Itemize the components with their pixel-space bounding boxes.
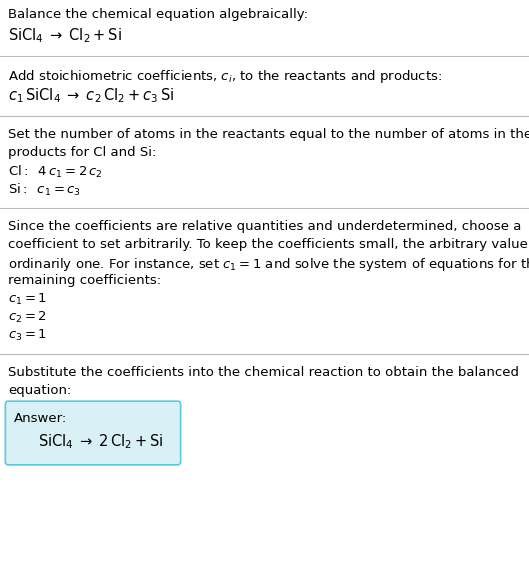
FancyBboxPatch shape: [5, 401, 180, 465]
Text: coefficient to set arbitrarily. To keep the coefficients small, the arbitrary va: coefficient to set arbitrarily. To keep …: [8, 238, 529, 251]
Text: $c_1\, \mathrm{SiCl_4} \;\rightarrow\; c_2\, \mathrm{Cl_2} + c_3\, \mathrm{Si}$: $c_1\, \mathrm{SiCl_4} \;\rightarrow\; c…: [8, 86, 174, 105]
Text: ordinarily one. For instance, set $c_1 = 1$ and solve the system of equations fo: ordinarily one. For instance, set $c_1 =…: [8, 256, 529, 273]
Text: $\mathrm{Cl:}\;\; 4\,c_1 = 2\,c_2$: $\mathrm{Cl:}\;\; 4\,c_1 = 2\,c_2$: [8, 164, 103, 180]
Text: remaining coefficients:: remaining coefficients:: [8, 274, 161, 287]
Text: $c_2 = 2$: $c_2 = 2$: [8, 310, 47, 325]
Text: Add stoichiometric coefficients, $c_i$, to the reactants and products:: Add stoichiometric coefficients, $c_i$, …: [8, 68, 442, 85]
Text: $\mathrm{Si:}\;\; c_1 = c_3$: $\mathrm{Si:}\;\; c_1 = c_3$: [8, 182, 81, 198]
Text: $c_1 = 1$: $c_1 = 1$: [8, 292, 47, 307]
Text: Answer:: Answer:: [14, 412, 67, 425]
Text: products for Cl and Si:: products for Cl and Si:: [8, 146, 157, 159]
Text: $\mathrm{SiCl_4} \;\rightarrow\; 2\,\mathrm{Cl_2 + Si}$: $\mathrm{SiCl_4} \;\rightarrow\; 2\,\mat…: [38, 432, 163, 451]
Text: Since the coefficients are relative quantities and underdetermined, choose a: Since the coefficients are relative quan…: [8, 220, 522, 233]
Text: Set the number of atoms in the reactants equal to the number of atoms in the: Set the number of atoms in the reactants…: [8, 128, 529, 141]
Text: equation:: equation:: [8, 384, 71, 397]
Text: $c_3 = 1$: $c_3 = 1$: [8, 328, 47, 343]
Text: Substitute the coefficients into the chemical reaction to obtain the balanced: Substitute the coefficients into the che…: [8, 366, 519, 379]
Text: Balance the chemical equation algebraically:: Balance the chemical equation algebraica…: [8, 8, 308, 21]
Text: $\mathrm{SiCl_4} \;\rightarrow\; \mathrm{Cl_2 + Si}$: $\mathrm{SiCl_4} \;\rightarrow\; \mathrm…: [8, 26, 122, 45]
